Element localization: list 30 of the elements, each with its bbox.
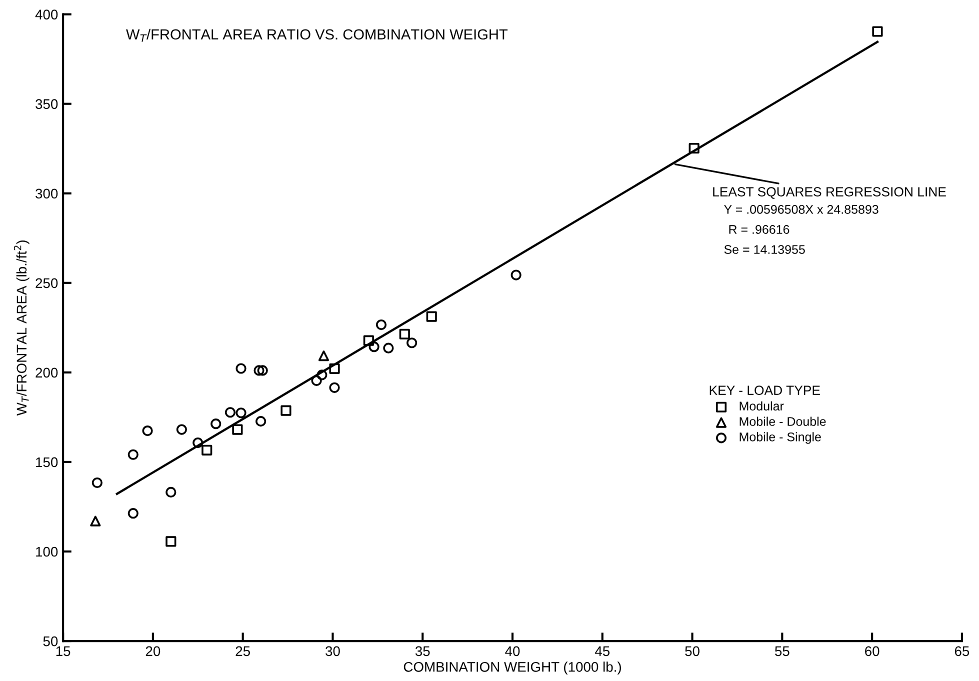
y-tick-label: 200 [36, 368, 58, 378]
x-axis-title: COMBINATION WEIGHT (1000 lb.) [404, 662, 621, 675]
x-tick-label: 60 [865, 646, 880, 656]
y-tick-label: 150 [36, 457, 58, 468]
x-tick-label: 25 [236, 646, 250, 656]
x-tick-label: 50 [685, 646, 700, 656]
x-tick-label: 35 [415, 646, 430, 656]
y-tick-label: 100 [36, 546, 58, 557]
y-tick-label: 50 [43, 636, 58, 646]
x-tick-label: 55 [775, 646, 790, 656]
x-tick-label: 30 [326, 646, 340, 656]
y-tick-label: 350 [36, 99, 58, 109]
legend-label: Mobile - Single [740, 432, 821, 444]
x-tick-label: 40 [505, 646, 520, 656]
legend-label: Mobile - Double [740, 416, 826, 426]
x-tick-label: 20 [146, 646, 160, 656]
annotation: Y = .00596508X x 24.85893 [724, 204, 878, 214]
legend-title: KEY - LOAD TYPE [710, 386, 820, 395]
y-axis-title: W$_{T}$/FRONTAL AREA (lb./ft$^{2}$) [14, 240, 30, 416]
x-tick-label: 65 [954, 646, 970, 656]
x-tick-label: 45 [594, 646, 610, 656]
annotation: Se = 14.13955 [724, 245, 805, 254]
x-tick-label: 15 [56, 646, 70, 656]
y-tick-label: 250 [36, 278, 58, 288]
legend-label: Modular [740, 401, 784, 411]
y-tick-label: 400 [35, 10, 58, 20]
annotation: R = .96616 [729, 225, 790, 234]
text: W$_{T}$/FRONTAL AREA RATIO VS. COMBINATION WEIGHT [126, 28, 508, 42]
y-tick-label: 300 [36, 188, 58, 199]
annotation: LEAST SQUARES REGRESSION LINE [713, 187, 946, 199]
